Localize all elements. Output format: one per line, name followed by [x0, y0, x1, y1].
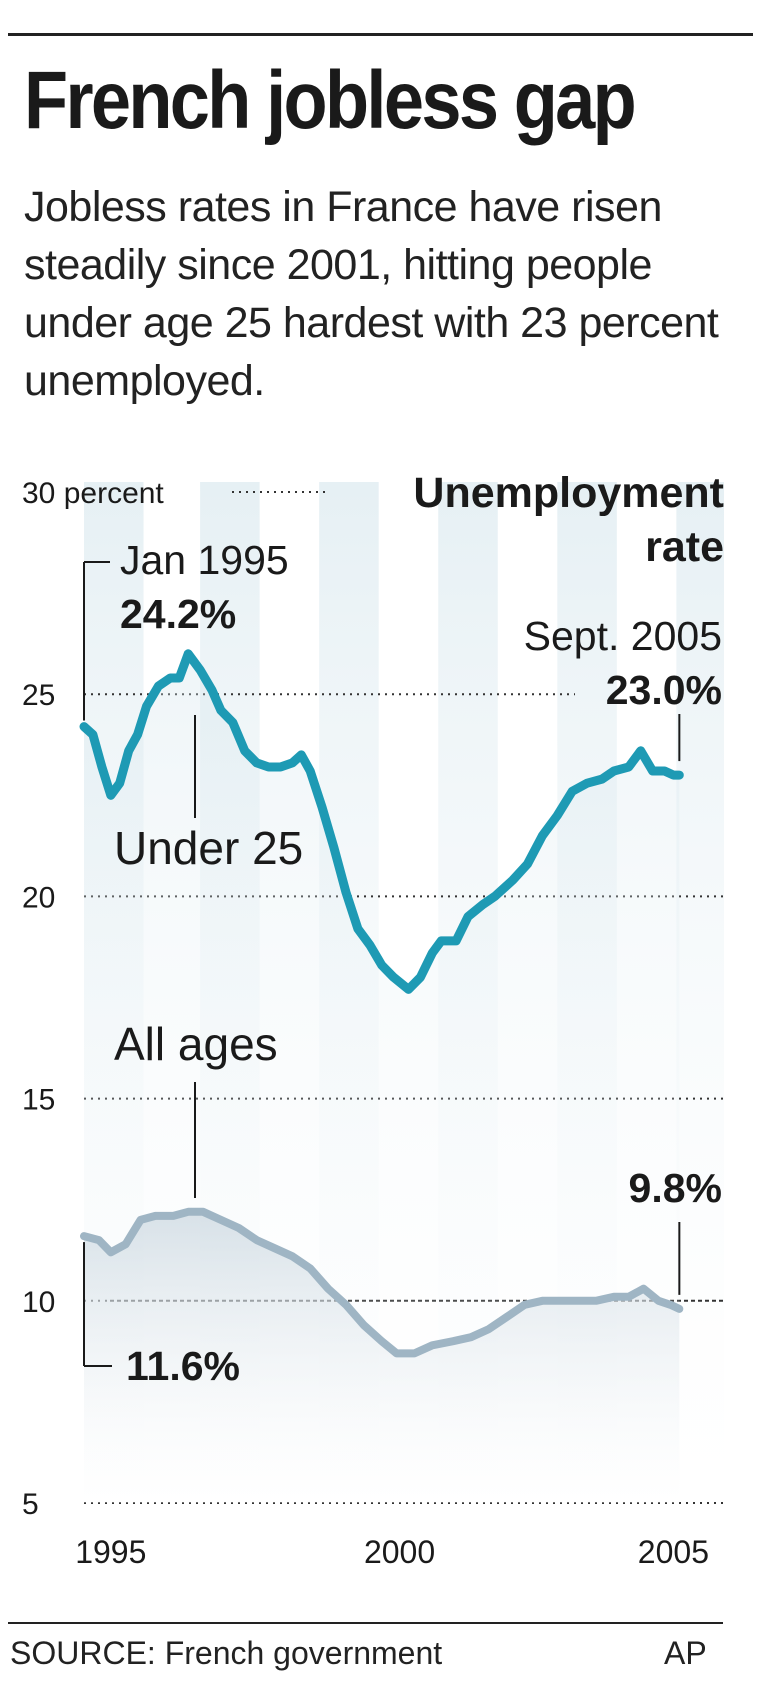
annotation-allages-label: All ages: [114, 1018, 278, 1070]
y-tick-label-10: 10: [22, 1286, 55, 1319]
bottom-rule: [8, 1622, 723, 1624]
y-tick-label-25: 25: [22, 679, 55, 712]
chart-title: French jobless gap: [24, 55, 637, 146]
y-tick-label-15: 15: [22, 1084, 55, 1117]
legend-title-line1: Unemployment: [413, 469, 724, 517]
annotation-allages-end-value: 9.8%: [629, 1165, 722, 1211]
year-band: [676, 482, 724, 1503]
legend-title-line2: rate: [645, 523, 724, 571]
annotation-jan1995-date: Jan 1995: [120, 537, 289, 583]
x-tick-label-2005: 2005: [638, 1534, 709, 1570]
chart-subtitle: Jobless rates in France have risen stead…: [24, 183, 719, 405]
series-lines: [79, 649, 684, 1358]
chart-labels: 30 percent 25 20 15 10 5 1995 2000 2005 Unemploym…: [22, 469, 724, 1570]
top-rule: [8, 33, 753, 36]
series-line-under-25: [79, 649, 684, 994]
annotation-allages-start-value: 11.6%: [126, 1343, 240, 1389]
y-tick-label-20: 20: [22, 881, 55, 914]
agency-credit: AP: [664, 1635, 707, 1671]
annotation-jan1995-value: 24.2%: [120, 591, 236, 637]
annotation-sept2005-value: 23.0%: [606, 667, 722, 713]
source-credit: SOURCE: French government: [10, 1635, 443, 1671]
annotation-sept2005-date: Sept. 2005: [524, 613, 722, 659]
y-tick-label-5: 5: [22, 1488, 39, 1521]
series-area: [84, 1211, 680, 1503]
x-tick-label-1995: 1995: [75, 1534, 146, 1570]
unemployment-line-chart: 30 percent 25 20 15 10 5 1995 2000 2005 Unemploym…: [22, 469, 724, 1570]
y-axis-unit-label: 30 percent: [22, 477, 164, 510]
x-tick-label-2000: 2000: [364, 1534, 435, 1570]
series-line-all-ages: [80, 1207, 684, 1358]
annotation-leaders: [83, 561, 681, 1367]
annotation-under25-label: Under 25: [114, 822, 303, 874]
